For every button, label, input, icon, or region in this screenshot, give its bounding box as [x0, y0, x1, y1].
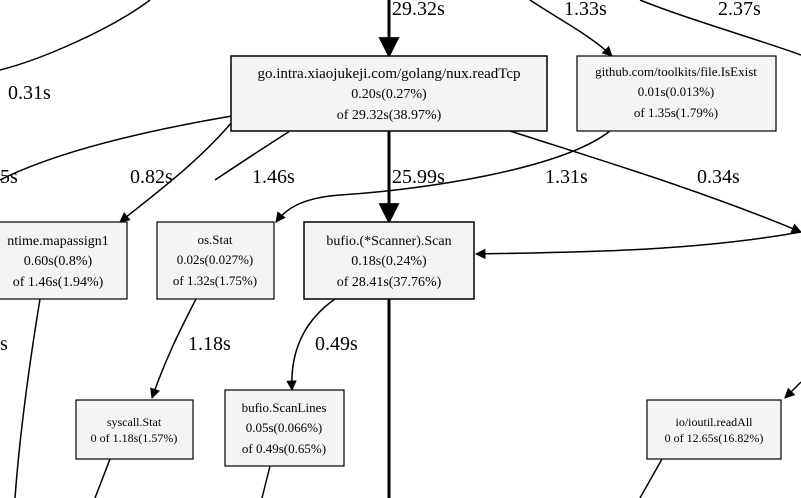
- node-readAll-line-1: 0 of 12.65s(16.82%): [665, 431, 764, 445]
- node-isExist-line-2: of 1.35s(1.79%): [634, 105, 718, 120]
- edge-into-readAll: [784, 381, 801, 399]
- edge-isExist-to-osStat: [275, 130, 611, 223]
- node-scanLines-box[interactable]: [224, 389, 345, 467]
- node-isExist-line-0: github.com/toolkits/file.IsExist: [595, 64, 757, 79]
- edge-labels: 29.32s 1.33s 2.37s 0.31s 5s 0.82s 1.46s …: [0, 0, 761, 355]
- node-readTcp-line-2: of 29.32s(38.97%): [337, 108, 442, 123]
- node-osStat-box[interactable]: [156, 221, 275, 300]
- edge-left-mid: [0, 115, 233, 181]
- node-readTcp-line-1: 0.20s(0.27%): [351, 87, 427, 102]
- edge-label-left-mid: 5s: [0, 166, 18, 188]
- node-isExist-line-1: 0.01s(0.013%): [638, 84, 715, 99]
- node-osStat-line-0: os.Stat: [197, 232, 232, 247]
- node-scanLines-line-0: bufio.ScanLines: [242, 400, 327, 415]
- node-mapassign-line-0: ntime.mapassign1: [7, 234, 109, 249]
- edge-readTcp-to-osStat-hidden: [214, 130, 291, 181]
- node-readTcp-box[interactable]: [230, 55, 548, 132]
- edge-label-osStat-to-syscall: 1.18s: [188, 333, 231, 355]
- edge-scan-to-scanLines: [286, 298, 336, 392]
- edge-label-to-readTcp: 29.32s: [392, 0, 445, 20]
- node-labels: go.intra.xiaojukeji.com/golang/nux.readT…: [7, 64, 763, 456]
- edge-osStat-to-syscall: [150, 298, 197, 399]
- node-mapassign-line-2: of 1.46s(1.94%): [13, 275, 104, 290]
- edge-label-left-bottom: s: [0, 333, 8, 355]
- edge-label-left-top: 0.31s: [8, 82, 51, 104]
- edge-readTcp-to-mapassign: [119, 121, 233, 223]
- node-scan-line-2: of 28.41s(37.76%): [337, 275, 442, 290]
- edge-scanLines-down: [261, 465, 271, 498]
- edge-label-to-isExist: 1.33s: [564, 0, 607, 20]
- edge-mapassign-down: [14, 298, 41, 498]
- node-scan-line-1: 0.18s(0.24%): [351, 254, 427, 269]
- node-readAll-box[interactable]: [646, 399, 782, 460]
- edge-label-readTcp-to-scan: 25.99s: [392, 166, 445, 188]
- node-osStat-line-1: 0.02s(0.027%): [177, 252, 254, 267]
- edge-label-top-right: 2.37s: [718, 0, 761, 20]
- node-syscallStat-line-0: syscall.Stat: [107, 415, 162, 429]
- node-syscallStat-box[interactable]: [75, 399, 194, 460]
- edge-label-to-mapassign: 0.82s: [130, 166, 173, 188]
- edge-readTcp-to-right: [509, 130, 801, 234]
- node-isExist-box[interactable]: [576, 55, 777, 132]
- edge-syscall-down: [94, 458, 111, 498]
- node-scan-line-0: bufio.(*Scanner).Scan: [326, 234, 451, 249]
- edge-label-scan-to-scanLines: 0.49s: [315, 333, 358, 355]
- node-readTcp-line-0: go.intra.xiaojukeji.com/golang/nux.readT…: [257, 66, 520, 82]
- node-mapassign-line-1: 0.60s(0.8%): [24, 254, 93, 269]
- node-mapassign-box[interactable]: [0, 221, 128, 300]
- node-syscallStat-line-1: 0 of 1.18s(1.57%): [91, 431, 178, 445]
- edge-label-to-osStat-from-readTcp: 1.46s: [252, 166, 295, 188]
- edge-to-isExist: [529, 0, 613, 57]
- edge-right-to-scan: [474, 231, 801, 260]
- edge-readAll-down: [639, 458, 663, 498]
- edge-label-isExist-to-osStat: 1.31s: [545, 166, 588, 188]
- edge-top-right: [639, 0, 801, 56]
- nodes: [0, 55, 782, 467]
- node-osStat-line-2: of 1.32s(1.75%): [173, 273, 257, 288]
- edge-top-left: [0, 0, 151, 71]
- node-scan-box[interactable]: [303, 221, 475, 300]
- edge-label-readTcp-to-right: 0.34s: [697, 166, 740, 188]
- node-scanLines-line-1: 0.05s(0.066%): [246, 420, 323, 435]
- node-readAll-line-0: io/ioutil.readAll: [676, 415, 754, 429]
- node-scanLines-line-2: of 0.49s(0.65%): [242, 441, 326, 456]
